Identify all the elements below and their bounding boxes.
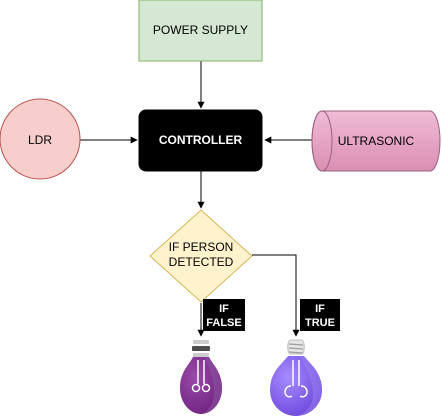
ldr-label: LDR bbox=[28, 133, 52, 147]
ldr-circle bbox=[0, 98, 81, 180]
branch-label-true-line2: TRUE bbox=[305, 317, 335, 329]
node-controller[interactable]: CONTROLLER bbox=[138, 109, 263, 172]
node-power-supply[interactable]: POWER SUPPLY bbox=[138, 0, 263, 62]
controller-label: CONTROLLER bbox=[159, 133, 243, 147]
ultrasonic-cylinder-cap bbox=[311, 110, 333, 172]
decision-diamond bbox=[149, 209, 253, 303]
node-ldr[interactable]: LDR bbox=[0, 98, 81, 180]
light-bulb-on-icon bbox=[270, 339, 322, 416]
branch-label-false-line2: FALSE bbox=[206, 317, 241, 329]
decision-label-line1: IF PERSON bbox=[169, 240, 234, 254]
node-ultrasonic[interactable]: ULTRASONIC bbox=[311, 110, 441, 172]
power-supply-label: POWER SUPPLY bbox=[153, 23, 248, 37]
controller-box bbox=[138, 109, 263, 172]
connectors bbox=[80, 61, 312, 337]
branch-label-false-line1: IF bbox=[219, 303, 229, 315]
branch-label-true-bg bbox=[300, 299, 340, 331]
decision-label-line2: DETECTED bbox=[169, 255, 234, 269]
ultrasonic-label: ULTRASONIC bbox=[338, 134, 415, 148]
branch-label-true-line1: IF bbox=[315, 303, 325, 315]
light-bulb-off-icon bbox=[180, 340, 222, 414]
power-supply-box bbox=[138, 0, 263, 62]
edge-decision-to-bulb-on bbox=[252, 254, 300, 337]
branch-label-true: IF TRUE bbox=[300, 299, 340, 331]
node-decision[interactable]: IF PERSON DETECTED bbox=[149, 209, 253, 303]
branch-label-false-bg bbox=[203, 299, 245, 331]
branch-label-false: IF FALSE bbox=[203, 299, 245, 331]
